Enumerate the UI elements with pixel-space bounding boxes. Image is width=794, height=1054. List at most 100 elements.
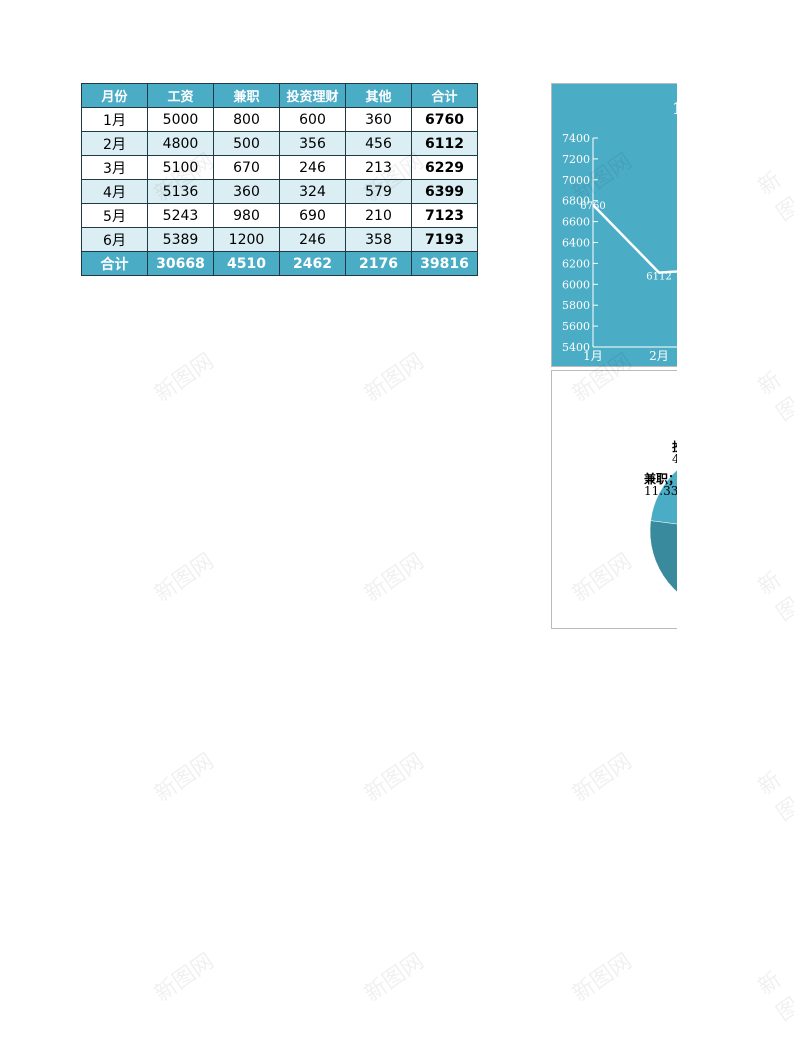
table-cell[interactable]: 500 (213, 131, 280, 156)
table-cell[interactable]: 360 (345, 107, 412, 132)
chart-title: 1 (672, 99, 677, 118)
table-cell[interactable]: 5243 (147, 203, 214, 228)
table-cell[interactable]: 690 (279, 203, 346, 228)
watermark: 新图网 (360, 948, 429, 1008)
watermark: 新图网 (753, 167, 794, 253)
pie-chart-svg: 投4 兼职；11.33 (643, 439, 677, 593)
watermark: 新图网 (360, 748, 429, 808)
watermark: 新图网 (568, 948, 637, 1008)
table-cell[interactable]: 4800 (147, 131, 214, 156)
table-cell[interactable]: 5389 (147, 227, 214, 252)
pie-slice (649, 520, 677, 593)
data-label: 6112 (646, 272, 671, 283)
watermark: 新图网 (753, 367, 794, 453)
table-header: 月份 工资 兼职 投资理财 其他 合计 (81, 83, 478, 108)
y-tick-label: 6800 (562, 195, 590, 208)
pie-label: 投 (672, 439, 677, 454)
total-cell[interactable]: 4510 (213, 251, 280, 276)
column-header: 月份 (81, 83, 148, 108)
table-row: 3月 5100 670 246 213 6229 (81, 155, 478, 180)
column-header: 合计 (411, 83, 478, 108)
pie-slice (650, 469, 677, 525)
table-cell[interactable]: 360 (213, 179, 280, 204)
watermark: 新图网 (568, 748, 637, 808)
watermark: 新图网 (150, 348, 219, 408)
table-cell[interactable]: 1月 (81, 107, 148, 132)
y-tick-label: 7200 (562, 153, 590, 166)
table-cell[interactable]: 600 (279, 107, 346, 132)
column-header: 其他 (345, 83, 412, 108)
table-cell[interactable]: 213 (345, 155, 412, 180)
table-row: 6月 5389 1200 246 358 7193 (81, 227, 478, 252)
column-header: 兼职 (213, 83, 280, 108)
pie-label: 11.33 (644, 484, 677, 498)
table-cell[interactable]: 2月 (81, 131, 148, 156)
total-cell[interactable]: 合计 (81, 251, 148, 276)
watermark: 新图网 (753, 567, 794, 653)
table-cell[interactable]: 3月 (81, 155, 148, 180)
line-chart-svg: 1 7400 7200 7000 6800 6600 6400 6200 6000 5800 560… (562, 99, 677, 363)
table-cell[interactable]: 456 (345, 131, 412, 156)
y-tick-label: 7000 (562, 174, 590, 187)
data-label: 6760 (580, 201, 605, 212)
total-cell[interactable]: 2462 (279, 251, 346, 276)
table-cell[interactable]: 356 (279, 131, 346, 156)
table-cell[interactable]: 6229 (411, 155, 478, 180)
total-row: 合计 30668 4510 2462 2176 39816 (81, 251, 478, 276)
pie-chart: 投4 兼职；11.33 (551, 370, 677, 629)
total-cell[interactable]: 30668 (147, 251, 214, 276)
watermark: 新图网 (360, 348, 429, 408)
table-cell[interactable]: 246 (279, 155, 346, 180)
y-tick-label: 6200 (562, 257, 590, 270)
table-cell[interactable]: 358 (345, 227, 412, 252)
watermark: 新图网 (150, 948, 219, 1008)
table-row: 2月 4800 500 356 456 6112 (81, 131, 478, 156)
y-tick-label: 5600 (562, 320, 590, 333)
column-header: 投资理财 (279, 83, 346, 108)
table-cell[interactable]: 6112 (411, 131, 478, 156)
table-cell[interactable]: 579 (345, 179, 412, 204)
watermark: 新图网 (150, 748, 219, 808)
income-table: 月份 工资 兼职 投资理财 其他 合计 1月 5000 800 600 360 6760 2月 4800… (81, 83, 478, 276)
x-tick-label: 2月 (649, 349, 669, 363)
table-cell[interactable]: 6月 (81, 227, 148, 252)
table-cell[interactable]: 5100 (147, 155, 214, 180)
total-cell[interactable]: 39816 (411, 251, 478, 276)
y-tick-label: 6000 (562, 278, 590, 291)
table-row: 5月 5243 980 690 210 7123 (81, 203, 478, 228)
table-cell[interactable]: 7123 (411, 203, 478, 228)
line-chart: 1 7400 7200 7000 6800 6600 6400 6200 6000 5800 560… (551, 83, 677, 367)
table-cell[interactable]: 5136 (147, 179, 214, 204)
watermark: 新图网 (753, 767, 794, 853)
x-tick-label: 1月 (583, 349, 603, 363)
line-series (592, 204, 677, 274)
table-cell[interactable]: 6760 (411, 107, 478, 132)
table-row: 1月 5000 800 600 360 6760 (81, 107, 478, 132)
y-tick-label: 6600 (562, 216, 590, 229)
watermark: 新图网 (360, 548, 429, 608)
table-cell[interactable]: 6399 (411, 179, 478, 204)
watermark: 新图网 (150, 548, 219, 608)
table-row: 4月 5136 360 324 579 6399 (81, 179, 478, 204)
y-tick-label: 5800 (562, 299, 590, 312)
table-cell[interactable]: 670 (213, 155, 280, 180)
charts-area: 1 7400 7200 7000 6800 6600 6400 6200 6000 5800 560… (551, 83, 677, 629)
table-cell[interactable]: 7193 (411, 227, 478, 252)
column-header: 工资 (147, 83, 214, 108)
table-cell[interactable]: 980 (213, 203, 280, 228)
table-cell[interactable]: 1200 (213, 227, 280, 252)
y-tick-label: 5400 (562, 341, 590, 354)
total-cell[interactable]: 2176 (345, 251, 412, 276)
watermark: 新图网 (753, 967, 794, 1053)
table-cell[interactable]: 324 (279, 179, 346, 204)
table-cell[interactable]: 5000 (147, 107, 214, 132)
table-cell[interactable]: 246 (279, 227, 346, 252)
pie-label: 兼职； (643, 471, 677, 486)
y-tick-label: 7400 (562, 132, 590, 145)
table-cell[interactable]: 5月 (81, 203, 148, 228)
table-cell[interactable]: 800 (213, 107, 280, 132)
table-cell[interactable]: 210 (345, 203, 412, 228)
table-cell[interactable]: 4月 (81, 179, 148, 204)
pie-label: 4 (672, 452, 677, 466)
y-tick-label: 6400 (562, 237, 590, 250)
